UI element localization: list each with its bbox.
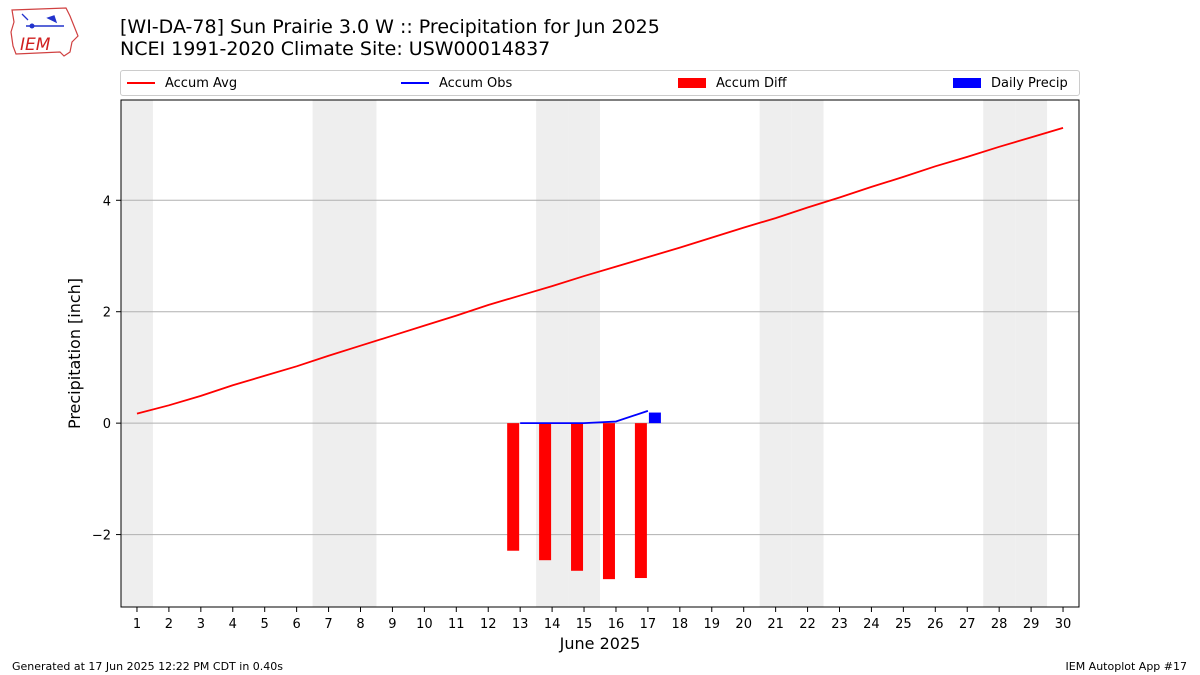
x-tick-label-17: 17 <box>640 617 657 632</box>
legend-swatch-daily-precip <box>953 78 981 88</box>
x-tick-label-10: 10 <box>416 617 433 632</box>
y-tick-label-2: 2 <box>103 306 111 321</box>
legend-item-accum-obs: Accum Obs <box>401 71 512 95</box>
title-line-1: [WI-DA-78] Sun Prairie 3.0 W :: Precipit… <box>120 16 660 38</box>
weekend-band-day-21 <box>759 100 792 607</box>
x-tick-label-14: 14 <box>544 617 561 632</box>
x-tick-label-18: 18 <box>672 617 689 632</box>
legend-swatch-accum-avg <box>127 82 155 84</box>
x-tick-label-4: 4 <box>229 617 237 632</box>
x-tick-label-3: 3 <box>197 617 205 632</box>
x-tick-label-9: 9 <box>388 617 396 632</box>
footer-app-id: IEM Autoplot App #17 <box>1065 660 1188 673</box>
accum-diff-bar-day-13 <box>507 423 520 551</box>
weekend-band-day-29 <box>1015 100 1048 607</box>
x-tick-label-25: 25 <box>895 617 912 632</box>
legend-swatch-accum-diff <box>678 78 706 88</box>
x-tick-label-20: 20 <box>735 617 752 632</box>
accum-diff-bar-day-15 <box>571 423 584 571</box>
y-tick-label--2: −2 <box>92 529 111 544</box>
legend-label-accum-avg: Accum Avg <box>165 75 238 91</box>
x-tick-label-29: 29 <box>1023 617 1040 632</box>
x-tick-label-21: 21 <box>767 617 784 632</box>
accum-obs-line <box>520 410 649 425</box>
accum-diff-bar-day-14 <box>539 423 552 561</box>
x-tick-label-27: 27 <box>959 617 976 632</box>
weekend-band-day-28 <box>983 100 1016 607</box>
x-tick-label-2: 2 <box>165 617 173 632</box>
accum-avg-line <box>136 126 1064 415</box>
x-tick-label-28: 28 <box>991 617 1008 632</box>
legend-item-accum-avg: Accum Avg <box>127 71 237 95</box>
weekend-band-day-1 <box>121 100 153 607</box>
weekend-band-day-22 <box>791 100 824 607</box>
x-tick-label-23: 23 <box>831 617 848 632</box>
legend-label-accum-obs: Accum Obs <box>439 75 513 91</box>
y-axis-label: Precipitation [inch] <box>65 278 84 429</box>
x-tick-label-11: 11 <box>448 617 465 632</box>
y-tick-label-4: 4 <box>103 194 111 209</box>
x-axis-label: June 2025 <box>559 634 641 653</box>
x-tick-label-24: 24 <box>863 617 880 632</box>
legend-label-accum-diff: Accum Diff <box>716 75 787 91</box>
x-tick-label-1: 1 <box>133 617 141 632</box>
title-line-2: NCEI 1991-2020 Climate Site: USW00014837 <box>120 38 551 60</box>
daily-precip-bar-day-17 <box>648 412 661 424</box>
x-tick-label-8: 8 <box>356 617 364 632</box>
legend-label-daily-precip: Daily Precip <box>991 75 1068 91</box>
plot-frame <box>120 99 1080 608</box>
footer-generated: Generated at 17 Jun 2025 12:22 PM CDT in… <box>12 660 284 673</box>
x-tick-label-5: 5 <box>261 617 269 632</box>
chart-title: [WI-DA-78] Sun Prairie 3.0 W :: Precipit… <box>120 16 660 60</box>
legend-item-accum-diff: Accum Diff <box>678 71 787 95</box>
legend-item-daily-precip: Daily Precip <box>953 71 1068 95</box>
accum-diff-bar-day-17 <box>634 423 647 579</box>
x-tick-label-15: 15 <box>576 617 593 632</box>
x-tick-label-26: 26 <box>927 617 944 632</box>
x-tick-label-19: 19 <box>703 617 720 632</box>
x-tick-label-16: 16 <box>608 617 625 632</box>
x-tick-label-22: 22 <box>799 617 816 632</box>
x-tick-label-13: 13 <box>512 617 529 632</box>
legend: Accum Avg Accum Obs Accum Diff Daily Pre… <box>120 70 1080 96</box>
x-tick-label-7: 7 <box>324 617 332 632</box>
weekend-band-day-8 <box>344 100 377 607</box>
accum-diff-bar-day-16 <box>602 423 615 580</box>
iem-logo: IEM <box>10 7 79 57</box>
y-tick-label-0: 0 <box>103 417 111 432</box>
x-tick-label-12: 12 <box>480 617 497 632</box>
legend-swatch-accum-obs <box>401 82 429 84</box>
x-tick-label-6: 6 <box>292 617 300 632</box>
weekend-band-day-7 <box>312 100 345 607</box>
x-tick-label-30: 30 <box>1055 617 1072 632</box>
logo-text: IEM <box>20 35 51 55</box>
